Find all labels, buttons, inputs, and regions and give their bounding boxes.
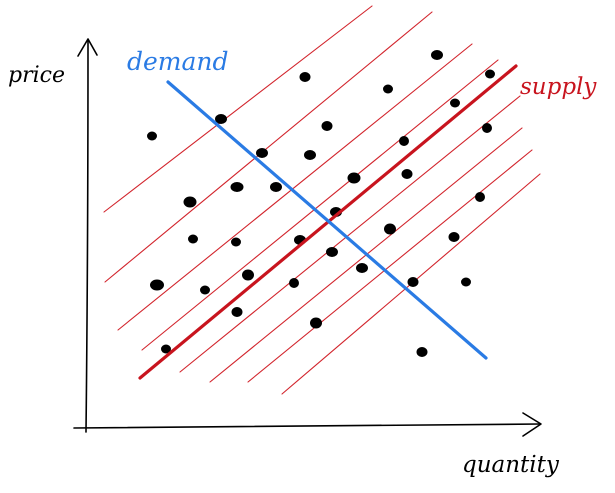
- scatter-point: [450, 98, 460, 108]
- scatter-point: [231, 307, 243, 317]
- scatter-point: [299, 72, 311, 82]
- scatter-point: [399, 136, 409, 146]
- scatter-point: [383, 84, 393, 94]
- scatter-point: [310, 317, 322, 329]
- scatter-point: [242, 269, 254, 281]
- parallel-line-2: [104, 11, 433, 283]
- x-axis: [73, 423, 541, 429]
- scatter-point: [347, 172, 361, 184]
- scatter-point: [304, 150, 316, 160]
- parallel-line-1: [103, 5, 373, 213]
- scatter-point: [230, 182, 244, 192]
- demand-label: demand: [127, 47, 229, 76]
- scatter-point: [321, 121, 333, 131]
- scatter-point: [326, 247, 338, 257]
- parallel-line-7: [247, 149, 533, 383]
- scatter-point: [356, 263, 368, 273]
- scatter-point: [416, 347, 428, 357]
- x-axis-arrowhead: [522, 412, 542, 437]
- scatter-point: [200, 285, 210, 295]
- scatter-point: [183, 196, 197, 208]
- scatter-point: [231, 237, 241, 247]
- scatter-point: [384, 223, 396, 235]
- scatter-point: [401, 169, 413, 179]
- scatter-point: [188, 234, 198, 244]
- scatter-point: [270, 182, 282, 192]
- quantity-label: quantity: [462, 452, 560, 478]
- demand-line: [166, 80, 488, 360]
- scatter-point: [147, 131, 157, 141]
- parallel-line-4: [141, 59, 499, 351]
- scatter-point: [475, 192, 485, 202]
- price-label: price: [8, 63, 65, 88]
- y-axis: [85, 39, 89, 433]
- scatter-point: [161, 344, 171, 354]
- scatter-point: [215, 114, 227, 124]
- scatter-point: [150, 279, 164, 291]
- scatter-point: [482, 123, 492, 133]
- parallel-line-3: [117, 43, 473, 331]
- y-axis-arrowhead: [77, 38, 98, 57]
- parallel-line-5: [179, 95, 521, 373]
- scatter-point: [485, 69, 495, 79]
- scatter-point: [407, 277, 419, 287]
- scatter-point: [448, 232, 460, 242]
- scatter-point: [256, 148, 268, 158]
- scatter-point: [431, 50, 443, 60]
- supply-label: supply: [520, 74, 597, 100]
- axes: [73, 38, 542, 437]
- scatter-point: [461, 277, 471, 287]
- scatter-point: [289, 278, 299, 288]
